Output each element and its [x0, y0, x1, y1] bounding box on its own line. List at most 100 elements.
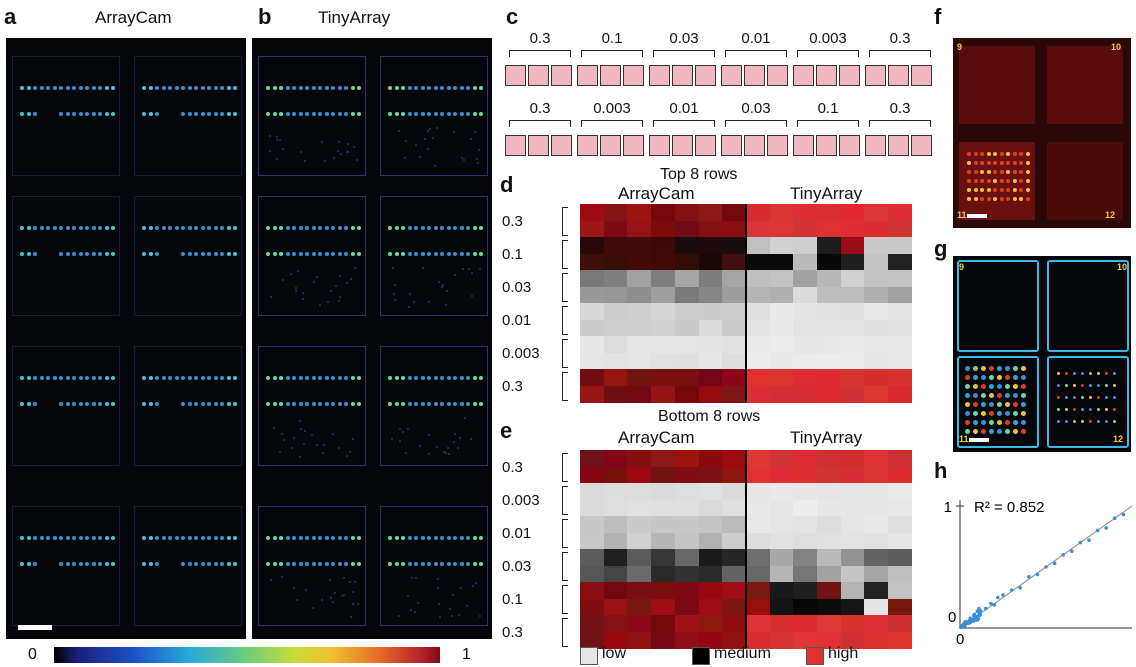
heatmap-cell	[675, 254, 699, 271]
array-spot	[266, 402, 270, 406]
array-spot	[453, 402, 457, 406]
array-spot	[233, 86, 237, 90]
heatmap-cell	[864, 204, 888, 221]
heatmap-cell	[841, 582, 865, 599]
heatmap-cell	[770, 254, 794, 271]
heatmap-cell	[888, 516, 912, 533]
heatmap-cell	[793, 353, 817, 370]
array-spot	[155, 402, 159, 406]
array-spot	[27, 252, 31, 256]
array-spot	[466, 536, 470, 540]
well	[695, 135, 716, 156]
well	[528, 65, 549, 86]
heatmap-cell	[580, 566, 604, 583]
heatmap-cell	[817, 336, 841, 353]
heatmap-cell	[651, 336, 675, 353]
noise-spot	[438, 281, 440, 283]
array-spot	[27, 562, 31, 566]
array-spot	[447, 562, 451, 566]
array-spot	[20, 536, 24, 540]
heatmap-cell	[651, 467, 675, 484]
heatmap-cell	[817, 582, 841, 599]
array-spot	[388, 226, 392, 230]
array-spot	[440, 226, 444, 230]
array-spot	[479, 376, 483, 380]
fluor-spot	[997, 402, 1002, 407]
heatmap-cell	[746, 303, 770, 320]
array-field	[1047, 260, 1129, 352]
array-spot	[85, 402, 89, 406]
array-spot	[155, 86, 159, 90]
heatmap-cell	[627, 533, 651, 550]
well	[767, 135, 788, 156]
fluor-spot	[980, 170, 984, 174]
fluor-spot	[1005, 429, 1010, 434]
array-spot	[155, 536, 159, 540]
scatter-point	[984, 607, 988, 611]
fluor-spot	[981, 429, 986, 434]
well	[577, 65, 598, 86]
array-spot	[299, 112, 303, 116]
array-spot	[286, 226, 290, 230]
fluor-spot	[993, 161, 997, 165]
array-spot	[440, 112, 444, 116]
heatmap-cell	[604, 204, 628, 221]
heatmap-cell	[651, 237, 675, 254]
array-spot	[473, 562, 477, 566]
array-spot	[33, 376, 37, 380]
array-spot	[207, 376, 211, 380]
array-spot	[188, 226, 192, 230]
array-spot	[427, 536, 431, 540]
array-spot	[59, 376, 63, 380]
heatmap-cell	[722, 320, 746, 337]
fluor-spot	[1026, 170, 1030, 174]
fluor-spot	[1021, 366, 1026, 371]
row-bracket	[562, 273, 568, 302]
array-spot	[92, 252, 96, 256]
array-spot	[460, 112, 464, 116]
fluor-spot	[987, 179, 991, 183]
heatmap-cell	[675, 533, 699, 550]
noise-spot	[304, 160, 306, 162]
fluor-spot	[1089, 420, 1092, 423]
array-spot	[220, 252, 224, 256]
array-spot	[421, 562, 425, 566]
heatmap-cell	[604, 516, 628, 533]
heatmap-cell	[817, 221, 841, 238]
array-spot	[351, 376, 355, 380]
heatmap-cell	[888, 632, 912, 649]
heatmap-cell	[699, 221, 723, 238]
heatmap-cell	[841, 450, 865, 467]
array-spot	[266, 112, 270, 116]
noise-spot	[394, 299, 396, 301]
array-spot	[460, 376, 464, 380]
heatmap-cell	[770, 386, 794, 403]
array-spot	[460, 536, 464, 540]
noise-spot	[419, 445, 421, 447]
noise-spot	[352, 591, 354, 593]
array-spot	[292, 252, 296, 256]
array-spot	[40, 376, 44, 380]
array-spot	[66, 252, 70, 256]
array-spot	[266, 536, 270, 540]
fluor-spot	[1097, 396, 1100, 399]
array-block	[380, 56, 488, 176]
array-spot	[479, 86, 483, 90]
array-spot	[227, 86, 231, 90]
legend-low-label: low	[602, 645, 626, 663]
concentration-label: 0.3	[505, 30, 575, 47]
heatmap-cell	[699, 386, 723, 403]
array-spot	[279, 86, 283, 90]
noise-spot	[282, 148, 284, 150]
heatmap-cell	[841, 500, 865, 517]
array-spot	[401, 86, 405, 90]
array-spot	[111, 376, 115, 380]
array-spot	[79, 252, 83, 256]
heatmap-cell	[888, 353, 912, 370]
fluor-spot	[1013, 375, 1018, 380]
scatter-point	[977, 611, 981, 615]
heatmap-cell	[888, 566, 912, 583]
array-field	[957, 260, 1039, 352]
noise-spot	[407, 595, 409, 597]
noise-spot	[407, 428, 409, 430]
